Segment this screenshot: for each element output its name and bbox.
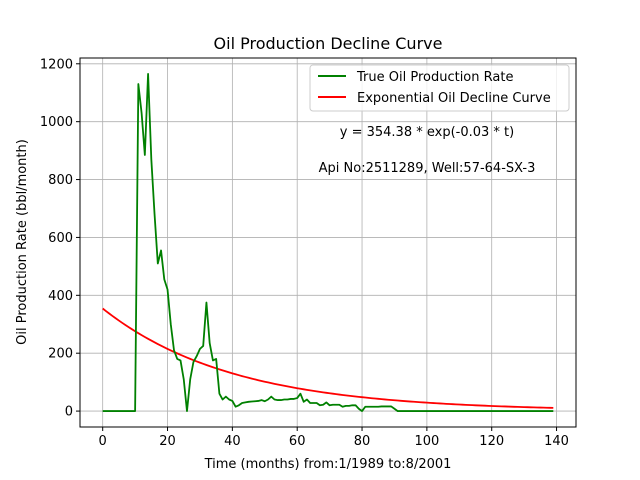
legend-label-exponential: Exponential Oil Decline Curve xyxy=(357,91,551,106)
y-tick-label: 800 xyxy=(48,173,73,188)
legend-label-true-oil: True Oil Production Rate xyxy=(356,70,513,85)
y-axis: 0 200 400 600 800 1000 1200 xyxy=(40,57,80,420)
y-tick-label: 600 xyxy=(48,231,73,246)
y-tick-label: 1200 xyxy=(40,57,73,72)
equation-annotation: y = 354.38 * exp(-0.03 * t) xyxy=(340,125,514,140)
x-axis-label: Time (months) from:1/1989 to:8/2001 xyxy=(204,457,452,472)
true-production-line xyxy=(102,73,554,412)
y-tick-label: 1000 xyxy=(40,115,73,130)
x-tick-label: 60 xyxy=(289,434,306,449)
x-tick-label: 0 xyxy=(99,434,107,449)
x-tick-label: 100 xyxy=(414,434,439,449)
series-layer xyxy=(102,73,554,412)
y-axis-label: Oil Production Rate (bbl/month) xyxy=(15,139,30,345)
y-tick-label: 0 xyxy=(65,405,73,420)
exponential-decline-line xyxy=(102,307,554,409)
x-tick-label: 140 xyxy=(544,434,569,449)
x-tick-label: 20 xyxy=(159,434,176,449)
x-tick-label: 40 xyxy=(224,434,241,449)
y-tick-label: 400 xyxy=(48,289,73,304)
y-tick-label: 200 xyxy=(48,347,73,362)
plot-frame xyxy=(79,57,577,428)
legend: True Oil Production Rate Exponential Oil… xyxy=(309,64,570,112)
well-annotation: Api No:2511289, Well:57-64-SX-3 xyxy=(319,161,536,176)
x-tick-label: 80 xyxy=(354,434,371,449)
grid-lines xyxy=(80,58,576,427)
chart-title: Oil Production Decline Curve xyxy=(214,34,443,53)
legend-box xyxy=(309,64,570,112)
x-tick-label: 120 xyxy=(479,434,504,449)
x-axis: 0 20 40 60 80 100 120 140 xyxy=(99,427,569,449)
